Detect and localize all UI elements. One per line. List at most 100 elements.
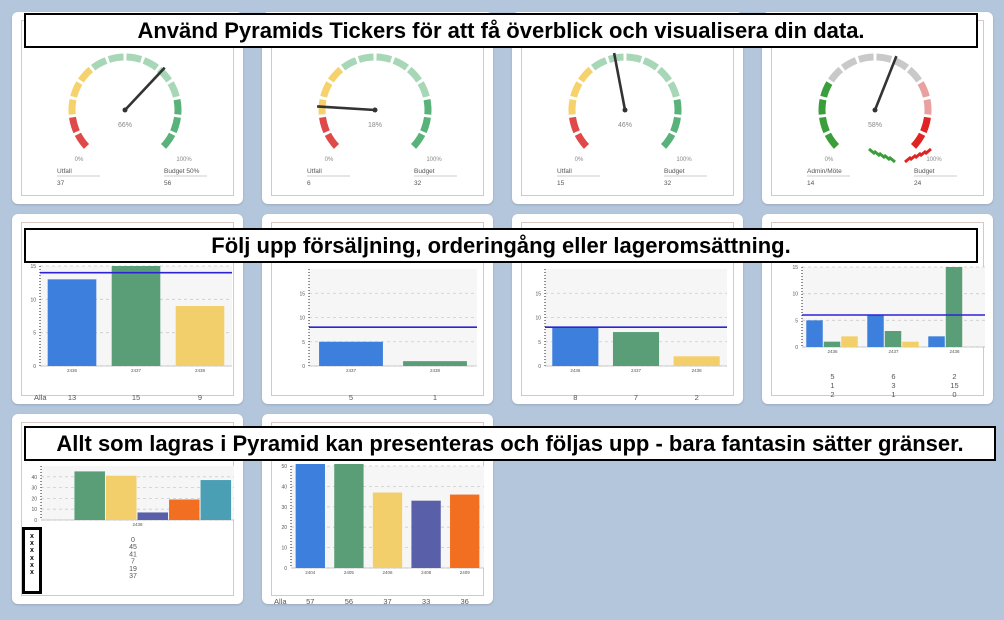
y-tick-label: 5: [33, 331, 36, 337]
gauge-segment: [107, 53, 124, 63]
bar: [169, 499, 200, 520]
gauge-segment: [417, 81, 430, 98]
bar-card-2[interactable]: 0 5 10 15 2437 5 2438 1: [262, 214, 493, 404]
gauge-right-label: Budget: [914, 168, 935, 175]
gauge-segment: [78, 66, 94, 83]
gauge-segment: [660, 132, 676, 149]
x-tick-label: 2438: [430, 368, 441, 373]
x-tick-label: 2408: [421, 570, 432, 575]
gauge-hatch: [878, 151, 886, 160]
gauge-segment: [828, 66, 844, 83]
gauge-hatch: [883, 153, 891, 162]
gauge-segment: [910, 132, 926, 149]
y-tick-label: 10: [792, 292, 798, 298]
gauge-chart: 18% 0% 100% Utfall 6 Budget 32: [307, 53, 457, 187]
gauge-segment: [160, 132, 176, 149]
gauge-segment: [74, 132, 90, 149]
gauge-min-label: 0%: [825, 157, 834, 163]
footer-value: 8: [573, 393, 577, 402]
bar: [334, 464, 364, 568]
footer-value: 3: [891, 381, 895, 390]
gauge-hub: [622, 107, 628, 113]
x-tick-label: 2436: [67, 368, 78, 373]
gauge-segment: [406, 66, 422, 83]
gauge-hub: [122, 107, 128, 113]
gauge-hatch: [924, 147, 932, 156]
footer-value: 36: [461, 597, 469, 606]
gauge-max-label: 100%: [426, 157, 442, 163]
x-tick-label: 2437: [131, 368, 142, 373]
gauge-left-label: Utfall: [307, 168, 322, 175]
bar: [806, 320, 823, 347]
x-tick-label: 2406: [382, 570, 393, 575]
y-tick-label: 20: [31, 496, 37, 502]
x-tick-label: 2404: [305, 570, 316, 575]
bar: [928, 336, 945, 347]
y-tick-label: 0: [34, 518, 37, 524]
banner-top: Använd Pyramids Tickers för att få överb…: [24, 13, 978, 48]
gauge-left-label: Utfall: [57, 168, 72, 175]
bar-chart: 0 5 10 15 2436 13 2437 15 2438 9 Alla: [30, 264, 232, 402]
footer-value: 37: [383, 597, 391, 606]
footer-value: 15: [132, 393, 140, 402]
gauge-segment: [824, 132, 840, 149]
y-tick-label: 10: [281, 546, 287, 552]
gauge-right-label: Budget 50%: [164, 168, 200, 175]
gauge-segment: [818, 98, 827, 115]
gauge-segment: [920, 116, 931, 134]
gauge-chart: 46% 0% 100% Utfall 15 Budget 32: [557, 52, 707, 187]
x-tick-label: 2436: [827, 349, 838, 354]
x-tick-label: 2438: [195, 368, 206, 373]
gauge-segment: [923, 98, 932, 115]
gauge-segment: [574, 132, 590, 149]
gauge-chart: 58% 0% 100% Admin/Möte 14 Budget 24: [807, 53, 957, 187]
gauge-hub: [372, 107, 378, 113]
y-tick-label: 10: [299, 316, 305, 322]
x-tick-label: 2438: [692, 368, 703, 373]
row-marker: x: [30, 569, 34, 577]
gauge-max-label: 100%: [926, 157, 942, 163]
gauge-segment: [70, 81, 83, 98]
y-tick-label: 15: [792, 265, 798, 271]
bar: [47, 279, 97, 366]
gauge-segment: [570, 81, 583, 98]
gauge-segment: [341, 57, 358, 71]
gauge-segment: [68, 98, 77, 115]
bar-chart: 0 5 10 15 2437 5 2438 1: [299, 269, 477, 402]
bar: [841, 336, 858, 347]
gauge-segment: [670, 116, 681, 134]
bar-chart: 0 5 10 15 2436 8 2437 7 2438 2: [535, 269, 727, 402]
y-tick-label: 20: [281, 525, 287, 531]
gauge-hatch: [904, 155, 912, 164]
bar: [411, 500, 441, 568]
gauge-segment: [420, 116, 431, 134]
bar: [902, 341, 919, 347]
gauge-left-label: Utfall: [557, 168, 572, 175]
row-marker: x: [30, 547, 34, 555]
gauge-segment: [876, 53, 893, 63]
footer-value: 57: [306, 597, 314, 606]
footer-label: Alla: [34, 393, 47, 402]
gauge-segment: [142, 57, 159, 71]
y-tick-label: 5: [538, 340, 541, 346]
gauge-hatch: [914, 151, 922, 160]
gauge-needle: [124, 66, 166, 111]
gauge-hatch: [919, 149, 927, 158]
gauge-segment: [917, 81, 930, 98]
gauge-segment: [357, 53, 374, 63]
y-tick-label: 15: [30, 264, 36, 270]
y-tick-label: 10: [535, 316, 541, 322]
gauge-min-label: 0%: [325, 157, 334, 163]
y-tick-label: 15: [299, 291, 305, 297]
footer-value: 0: [952, 390, 956, 399]
y-tick-label: 15: [535, 291, 541, 297]
footer-value: 9: [198, 393, 202, 402]
bar: [175, 306, 225, 366]
gauge-segment: [578, 66, 594, 83]
y-tick-label: 10: [30, 297, 36, 303]
footer-value: 6: [891, 372, 895, 381]
bar: [372, 492, 403, 568]
row-marker: x: [30, 561, 34, 569]
row-marker: x: [30, 554, 34, 562]
gauge-max-label: 100%: [676, 157, 692, 163]
